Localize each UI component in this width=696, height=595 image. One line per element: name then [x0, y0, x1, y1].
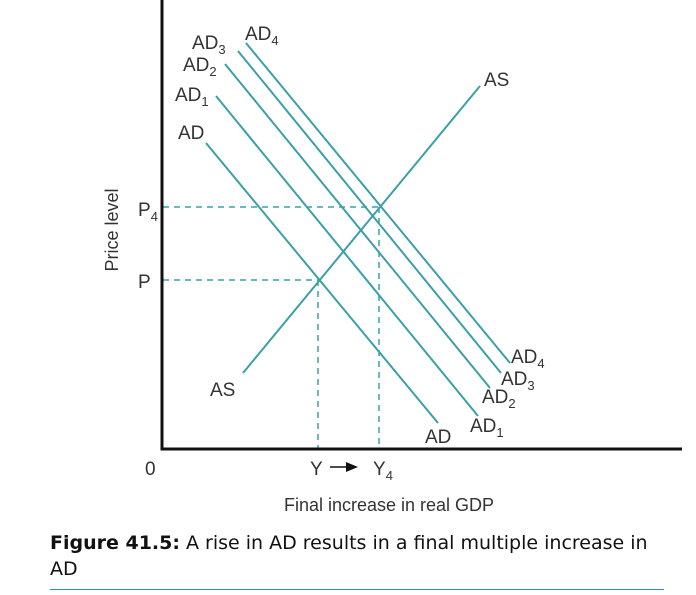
- origin-label: 0: [145, 459, 156, 480]
- ad2-label-bottom: AD2: [482, 387, 516, 411]
- ad-label-top: AD: [178, 123, 204, 144]
- ad2-label-top: AD2: [183, 55, 217, 79]
- ad-curve: [205, 142, 439, 424]
- as-label-bottom: AS: [210, 380, 235, 401]
- figure-label: Figure 41.5:: [50, 532, 180, 554]
- p-label: P: [138, 272, 151, 293]
- ad-label-bottom: AD: [425, 427, 451, 448]
- p4-label: P4: [138, 200, 158, 224]
- ad4-label-top: AD4: [245, 24, 279, 48]
- as-label-top: AS: [484, 70, 509, 91]
- axes: [160, 0, 682, 451]
- figure-caption: Figure 41.5: A rise in AD results in a f…: [50, 530, 670, 582]
- ad2-curve: [224, 63, 491, 389]
- arrow-icon: [330, 462, 358, 472]
- ad4-curve: [245, 42, 511, 364]
- ad3-label-bottom: AD3: [501, 369, 535, 393]
- ad1-label-top: AD1: [175, 85, 209, 109]
- y-label: Y: [310, 459, 323, 480]
- ad1-curve: [215, 95, 479, 417]
- y-axis-label: Price level: [102, 188, 122, 271]
- ad3-label-top: AD3: [192, 33, 226, 57]
- y4-label: Y4: [373, 459, 393, 483]
- as-curve: [242, 85, 481, 374]
- caption-text: A rise in AD results in a final multiple…: [50, 532, 648, 580]
- ad4-label-bottom: AD4: [511, 347, 545, 371]
- ad1-label-bottom: AD1: [470, 416, 504, 440]
- caption-divider: [50, 589, 664, 590]
- ad3-curve: [237, 50, 502, 374]
- x-axis-label: Final increase in real GDP: [284, 495, 494, 515]
